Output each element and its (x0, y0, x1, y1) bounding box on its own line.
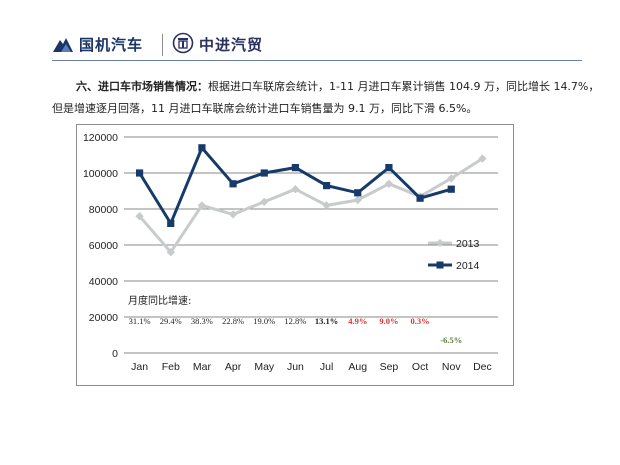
growth-label-Jul: 13.1% (315, 316, 338, 326)
zhongjin-logo-text: 中进汽贸 (199, 36, 264, 54)
data-point-2013 (228, 210, 238, 219)
paragraph-line-1-text: 根据进口车联席会统计，1-11 月进口车累计销售 104.9 万，同比增长 14… (208, 80, 600, 93)
growth-label-Feb: 29.4% (160, 316, 182, 326)
data-point-2013 (447, 174, 456, 183)
paragraph-line-1: 六、进口车市场销售情况：根据进口车联席会统计，1-11 月进口车累计销售 104… (52, 76, 599, 98)
data-point-2014 (260, 169, 268, 177)
growth-label-Jun: 12.8% (284, 316, 306, 326)
data-point-2013 (166, 248, 175, 257)
guoji-mountain-icon (53, 38, 73, 52)
y-tick-label: 100000 (83, 168, 118, 180)
data-point-2014 (167, 219, 175, 227)
x-tick-label: Sep (380, 361, 399, 373)
x-tick-label: Aug (348, 361, 367, 373)
x-tick-label: Jan (131, 361, 148, 373)
logo-divider (162, 34, 163, 56)
x-tick-label: Feb (162, 361, 180, 373)
x-tick-label: Jul (320, 361, 333, 373)
data-point-2013 (197, 201, 207, 210)
growth-label-May: 19.0% (253, 316, 275, 326)
guoji-logo-text: 国机汽车 (79, 36, 144, 54)
data-point-2014 (385, 164, 393, 172)
legend-label-2013: 2013 (456, 238, 480, 250)
y-tick-label: 0 (112, 348, 118, 360)
x-tick-label: Dec (473, 361, 492, 373)
zhongjin-emblem-icon (172, 32, 194, 54)
data-point-2014 (135, 169, 144, 177)
guoji-auto-logo: 国机汽车 (52, 31, 162, 57)
growth-label-Mar: 38.3% (191, 316, 213, 326)
data-point-2013 (135, 212, 144, 221)
data-point-2014 (447, 185, 455, 193)
data-point-2013 (291, 185, 300, 194)
x-tick-label: Nov (442, 361, 461, 373)
growth-label-Sep: 9.0% (379, 316, 398, 326)
data-point-2014 (229, 180, 237, 188)
data-point-2013 (478, 154, 487, 163)
data-point-2013 (260, 197, 269, 206)
x-tick-label: Oct (412, 361, 428, 373)
data-point-2014 (416, 194, 424, 202)
growth-label-Aug: 4.9% (348, 316, 367, 326)
chart-frame (76, 124, 514, 386)
data-point-2014 (198, 144, 206, 152)
growth-label-Nov: -6.5% (440, 335, 462, 345)
series-line-2013 (138, 157, 484, 255)
data-point-2014 (322, 182, 331, 190)
y-tick-label: 40000 (89, 276, 118, 288)
y-tick-label: 60000 (89, 240, 118, 252)
data-point-2014 (291, 164, 300, 172)
data-point-2013 (384, 179, 394, 188)
legend-marker-2014 (436, 261, 444, 269)
growth-label-Oct: 0.3% (411, 316, 430, 326)
data-point-2014 (354, 189, 362, 197)
sales-line-chart: 0 20000 40000 60000 80000 100000 120000 Jan Feb M… (76, 124, 514, 386)
x-tick-label: May (254, 361, 275, 373)
sales-chart: 0 20000 40000 60000 80000 100000 120000 Jan Feb M… (76, 124, 514, 386)
growth-label-Jan: 31.1% (129, 316, 151, 326)
legend-marker-2013 (436, 239, 444, 247)
data-point-2013 (322, 201, 331, 210)
growth-label-Apr: 22.8% (222, 316, 244, 326)
y-tick-label: 80000 (89, 204, 118, 216)
paragraph-line-2: 但是增速逐月回落，11 月进口车联席会统计进口车销售量为 9.1 万，同比下滑 … (52, 102, 478, 115)
legend-label-2014: 2014 (456, 260, 480, 272)
header-rule (52, 60, 582, 61)
growth-annotation-title: 月度同比增速: (128, 294, 191, 307)
zhongjin-logo: 中进汽贸 (172, 31, 292, 57)
x-tick-label: Apr (225, 361, 242, 373)
x-tick-label: Mar (193, 361, 212, 373)
page-header: 国机汽车 中进汽贸 (52, 31, 582, 61)
section-title: 六、进口车市场销售情况： (76, 80, 208, 93)
y-tick-label: 120000 (83, 132, 118, 144)
y-tick-label: 20000 (89, 312, 118, 324)
x-tick-label: Jun (287, 361, 304, 373)
section-paragraph: 六、进口车市场销售情况：根据进口车联席会统计，1-11 月进口车累计销售 104… (52, 76, 599, 120)
